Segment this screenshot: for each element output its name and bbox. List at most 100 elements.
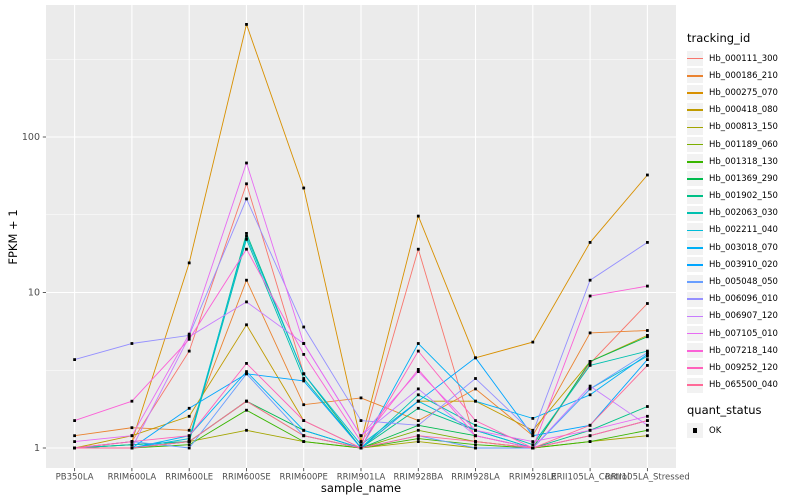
- filled-square-point-icon: [692, 428, 698, 433]
- legend-label: Hb_001369_290: [709, 173, 778, 184]
- legend-tracking-id: tracking_id Hb_000111_300 Hb_000186_210 Hb…: [687, 31, 778, 394]
- legend-label: Hb_009252_120: [709, 362, 778, 373]
- legend-label: Hb_007105_010: [709, 328, 778, 339]
- legend-key: [687, 377, 703, 393]
- line-swatch-icon: [687, 315, 703, 318]
- legend-key: [687, 68, 703, 84]
- legend-label: Hb_006096_010: [709, 294, 778, 305]
- legend-key: [687, 51, 703, 67]
- legend-entry-Hb_000813_150: Hb_000813_150: [687, 119, 778, 136]
- line-swatch-icon: [687, 332, 703, 335]
- legend-entry-Hb_000418_080: Hb_000418_080: [687, 102, 778, 119]
- legend-label: Hb_065500_040: [709, 380, 778, 391]
- legend-label: Hb_006907_120: [709, 311, 778, 322]
- legend-label: OK: [709, 425, 722, 436]
- legend-label: Hb_001189_060: [709, 139, 778, 150]
- legend-key: [687, 257, 703, 273]
- legend-entry-list: Hb_000111_300 Hb_000186_210 Hb_000275_070 H…: [687, 50, 778, 394]
- legend-label: Hb_002063_030: [709, 208, 778, 219]
- legend-entry-Hb_003018_070: Hb_003018_070: [687, 239, 778, 256]
- legend-label: Hb_003018_070: [709, 242, 778, 253]
- legend-label: Hb_001902_150: [709, 191, 778, 202]
- line-swatch-icon: [687, 57, 703, 60]
- legend-key: [687, 119, 703, 135]
- legend-label: Hb_005048_050: [709, 277, 778, 288]
- legend-label: Hb_000186_210: [709, 70, 778, 81]
- line-swatch-icon: [687, 178, 703, 180]
- legend-entry-Hb_001369_290: Hb_001369_290: [687, 170, 778, 187]
- legend-label: Hb_007218_140: [709, 345, 778, 356]
- legend-entry-Hb_005048_050: Hb_005048_050: [687, 273, 778, 290]
- legend-entry-Hb_006096_010: Hb_006096_010: [687, 291, 778, 308]
- legend-entry-Hb_065500_040: Hb_065500_040: [687, 377, 778, 394]
- legend-key: [687, 423, 703, 439]
- series-points-Hb_007105_010: [73, 161, 649, 443]
- line-swatch-icon: [687, 212, 703, 215]
- line-swatch-icon: [687, 246, 703, 249]
- legend-key: [687, 85, 703, 101]
- legend-label: Hb_000813_150: [709, 122, 778, 133]
- legend-entry-Hb_000275_070: Hb_000275_070: [687, 84, 778, 101]
- x-tick-label: RRIM928BA: [394, 473, 444, 483]
- legend-label: Hb_000275_070: [709, 87, 778, 98]
- line-swatch-icon: [687, 109, 703, 111]
- line-swatch-icon: [687, 126, 703, 129]
- line-swatch-icon: [687, 195, 703, 197]
- y-tick-label: 10: [28, 288, 40, 299]
- y-tick-label: 1: [34, 443, 40, 454]
- legend-key: [687, 154, 703, 170]
- y-axis-title: FPKM + 1: [6, 209, 20, 265]
- x-axis-title: sample_name: [320, 481, 402, 495]
- legend-entry-ok: OK: [687, 422, 762, 439]
- y-tick-label: 100: [22, 132, 40, 143]
- legend-label: Hb_002211_040: [709, 225, 778, 236]
- legend-key: [687, 274, 703, 290]
- legend-entry-Hb_000186_210: Hb_000186_210: [687, 67, 778, 84]
- line-swatch-icon: [687, 281, 703, 283]
- legend-entry-Hb_007218_140: Hb_007218_140: [687, 342, 778, 359]
- legend-key: [687, 205, 703, 221]
- x-tick-label: RRIM600SE: [222, 473, 271, 483]
- legend-tracking-title: tracking_id: [687, 31, 751, 45]
- legend-entry-Hb_001318_130: Hb_001318_130: [687, 153, 778, 170]
- legend-label: Hb_001318_130: [709, 156, 778, 167]
- x-tick-label: RRIM928LE: [509, 473, 557, 483]
- legend-label: Hb_000418_080: [709, 105, 778, 116]
- x-tick-label: RRIM901LA: [337, 473, 386, 483]
- x-tick-label: RRIM600PE: [280, 473, 328, 483]
- line-swatch-icon: [687, 74, 703, 77]
- legend-label: Hb_000111_300: [709, 53, 778, 64]
- legend-key: [687, 137, 703, 153]
- legend-entry-Hb_002211_040: Hb_002211_040: [687, 222, 778, 239]
- line-swatch-icon: [687, 367, 703, 369]
- line-swatch-icon: [687, 298, 703, 301]
- legend-entry-Hb_009252_120: Hb_009252_120: [687, 359, 778, 376]
- line-swatch-icon: [687, 92, 703, 94]
- legend-entry-Hb_001189_060: Hb_001189_060: [687, 136, 778, 153]
- legend-key: [687, 222, 703, 238]
- line-swatch-icon: [687, 229, 703, 232]
- line-swatch-icon: [687, 384, 703, 386]
- legend-entry-Hb_001902_150: Hb_001902_150: [687, 188, 778, 205]
- legend-key: [687, 326, 703, 342]
- line-swatch-icon: [687, 160, 703, 163]
- series-points-Hb_007218_140: [73, 247, 649, 450]
- legend-key: [687, 188, 703, 204]
- legend-key: [687, 102, 703, 118]
- legend-entry-Hb_006907_120: Hb_006907_120: [687, 308, 778, 325]
- legend-label: Hb_003910_020: [709, 259, 778, 270]
- legend-quant-status: quant_status OK: [687, 403, 762, 439]
- line-swatch-icon: [687, 264, 703, 266]
- legend-key: [687, 171, 703, 187]
- legend-entry-Hb_000111_300: Hb_000111_300: [687, 50, 778, 67]
- x-tick-label: RRII105LA_Stressed: [605, 473, 690, 483]
- x-tick-label: RRIM600LE: [165, 473, 213, 483]
- legend-key: [687, 291, 703, 307]
- line-swatch-icon: [687, 143, 703, 146]
- legend-key: [687, 360, 703, 376]
- x-tick-label: RRIM928LA: [451, 473, 500, 483]
- x-tick-label: PB350LA: [56, 473, 94, 483]
- series-points-Hb_065500_040: [73, 364, 649, 450]
